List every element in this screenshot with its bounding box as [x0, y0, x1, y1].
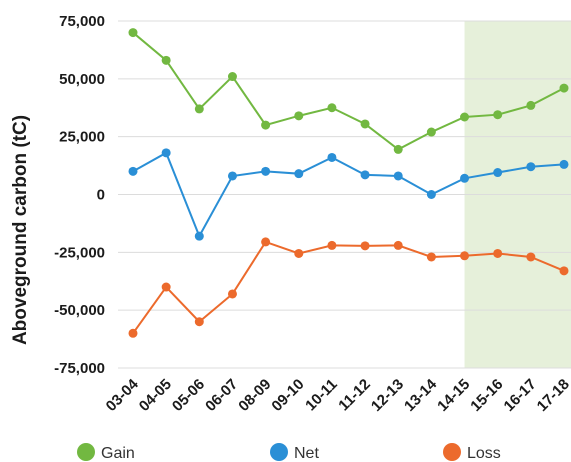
data-point-gain [261, 120, 271, 130]
y-tick-label: 25,000 [59, 129, 105, 146]
data-point-net [526, 162, 536, 172]
data-point-net [460, 173, 470, 183]
data-point-net [393, 171, 403, 181]
y-tick-label: 0 [97, 187, 105, 204]
data-point-loss [559, 266, 569, 276]
x-tick-label: 06-07 [202, 376, 241, 415]
data-point-gain [128, 28, 138, 38]
legend-label: Loss [467, 445, 501, 462]
y-tick-label: -75,000 [54, 360, 105, 377]
x-tick-label: 09-10 [268, 376, 307, 415]
data-point-net [227, 171, 237, 181]
data-point-gain [194, 104, 204, 114]
data-point-net [194, 231, 204, 241]
y-tick-label: -50,000 [54, 302, 105, 319]
legend-item-net: Net [270, 443, 319, 462]
series-line-net [132, 151, 565, 239]
grid-lines [118, 20, 571, 369]
x-tick-label: 10-11 [302, 376, 341, 415]
series-group [128, 28, 569, 338]
data-point-net [559, 159, 569, 169]
x-tick-label: 15-16 [467, 376, 506, 415]
data-point-loss [526, 252, 536, 262]
x-tick-label: 11-12 [335, 376, 374, 415]
x-tick-label: 13-14 [401, 375, 441, 415]
legend-item-gain: Gain [77, 443, 135, 462]
legend-label: Net [294, 445, 319, 462]
y-axis-ticks: 75,000 50,000 25,000 0 -25,000 -50,000 -75,000 [54, 13, 105, 377]
y-tick-label: 50,000 [59, 71, 105, 88]
data-point-net [360, 170, 370, 180]
data-point-loss [327, 240, 337, 250]
data-point-loss [194, 317, 204, 327]
series-gain [128, 28, 569, 154]
data-point-loss [493, 248, 503, 258]
data-point-loss [426, 252, 436, 262]
x-tick-label: 04-05 [136, 376, 175, 415]
data-point-net [161, 148, 171, 158]
data-point-loss [161, 282, 171, 292]
data-point-net [128, 166, 138, 176]
series-line-loss [132, 240, 565, 334]
data-point-net [327, 152, 337, 162]
legend: Gain Net Loss [77, 443, 501, 462]
data-point-loss [128, 328, 138, 338]
data-point-gain [360, 119, 370, 129]
data-point-net [261, 166, 271, 176]
legend-swatch [270, 443, 288, 461]
data-point-gain [526, 100, 536, 110]
legend-swatch [77, 443, 95, 461]
data-point-gain [393, 144, 403, 154]
data-point-loss [360, 241, 370, 251]
data-point-loss [227, 289, 237, 299]
data-point-gain [227, 72, 237, 82]
data-point-loss [460, 251, 470, 261]
data-point-net [493, 168, 503, 178]
x-tick-label: 12-13 [368, 376, 407, 415]
x-tick-label: 16-17 [501, 376, 540, 415]
data-point-loss [294, 248, 304, 258]
data-point-gain [426, 127, 436, 137]
data-point-loss [393, 240, 403, 250]
data-point-gain [559, 83, 569, 93]
data-point-gain [294, 111, 304, 121]
x-tick-label: 05-06 [169, 376, 208, 415]
data-point-gain [327, 103, 337, 113]
legend-label: Gain [101, 445, 135, 462]
series-line-gain [132, 31, 565, 151]
data-point-net [426, 190, 436, 199]
x-tick-label: 08-09 [235, 376, 274, 415]
series-loss [128, 237, 569, 338]
x-tick-label: 17-18 [534, 376, 571, 415]
series-net [128, 148, 569, 241]
data-point-net [294, 169, 304, 179]
data-point-loss [261, 237, 271, 247]
y-tick-label: -25,000 [54, 244, 105, 261]
x-tick-label: 14-15 [434, 376, 473, 415]
y-tick-label: 75,000 [59, 13, 105, 30]
legend-item-loss: Loss [443, 443, 501, 462]
data-point-gain [161, 55, 171, 65]
legend-swatch [443, 443, 461, 461]
x-tick-label: 03-04 [103, 375, 143, 415]
data-point-gain [460, 112, 470, 122]
y-axis-title: Aboveground carbon (tC) [10, 115, 31, 345]
x-axis-ticks: 03-0404-0505-0606-0708-0909-1010-1111-12… [103, 375, 571, 415]
data-point-gain [493, 110, 503, 120]
